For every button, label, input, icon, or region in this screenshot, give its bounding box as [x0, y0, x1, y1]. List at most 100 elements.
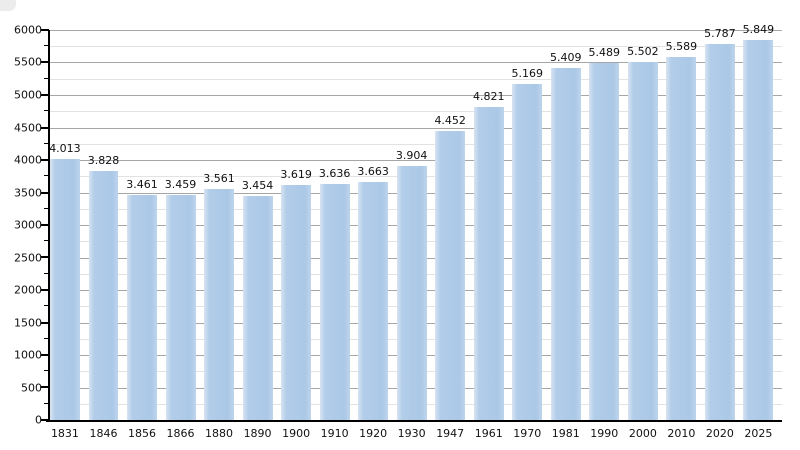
- gridline-major: [50, 127, 782, 129]
- y-tick-label: 4000: [14, 153, 42, 167]
- y-tick-mark: [41, 29, 49, 31]
- y-tick-mark: [44, 337, 49, 339]
- y-axis-line: [48, 30, 50, 422]
- y-tick-mark: [44, 305, 49, 307]
- bar-value-label: 3.904: [395, 149, 428, 163]
- bar-slot: 3.561 1880: [203, 30, 243, 440]
- bar: [550, 68, 581, 420]
- bar: [281, 184, 312, 420]
- x-tick-label: 1866: [166, 427, 195, 440]
- x-tick-label: 1890: [243, 427, 272, 440]
- x-tick-label: 1947: [436, 427, 465, 440]
- x-tick-label: 1880: [205, 427, 234, 440]
- bar-slot: 5.489 1990: [589, 30, 628, 440]
- gridline-major: [50, 30, 782, 31]
- y-tick-mark: [41, 224, 49, 226]
- y-tick-mark: [44, 110, 49, 112]
- x-tick-label: 1920: [359, 427, 388, 440]
- bar: [589, 63, 620, 420]
- x-tick-label: 1831: [50, 427, 79, 440]
- x-tick-label: 1981: [551, 427, 580, 440]
- x-tick-label: 1856: [127, 427, 156, 440]
- y-tick-label: 4500: [14, 121, 42, 134]
- y-tick-mark: [44, 207, 49, 209]
- bar-slot: 3.619 1900: [280, 30, 320, 440]
- x-tick-label: 1970: [513, 427, 542, 440]
- corner-artifact: [0, 0, 16, 11]
- bar-slot: 3.663 1920: [357, 30, 397, 440]
- bar-value-label: 3.459: [164, 178, 197, 192]
- bar-slot: 3.904 1930: [395, 30, 436, 440]
- bar: [358, 181, 389, 420]
- bar-value-label: 5.409: [550, 51, 582, 65]
- y-tick-mark: [41, 288, 49, 291]
- y-tick-mark: [41, 256, 49, 259]
- y-tick-mark: [44, 142, 49, 144]
- bar-slot: 5.409 1981: [550, 30, 590, 440]
- bar-value-label: 5.787: [704, 26, 736, 40]
- y-tick-mark: [41, 386, 49, 389]
- bar-value-label: 5.502: [627, 45, 659, 59]
- y-tick-label: 1500: [14, 316, 42, 329]
- bar: [242, 195, 273, 420]
- y-tick-label: 5500: [14, 55, 42, 69]
- y-tick-mark: [41, 419, 49, 421]
- bar-value-label: 3.636: [318, 166, 351, 180]
- x-tick-label: 2000: [628, 427, 657, 440]
- bar: [666, 56, 697, 420]
- bar: [396, 166, 427, 420]
- bar-slot: 3.461 1856: [126, 30, 166, 440]
- bar: [50, 159, 80, 420]
- bar-slot: 4.821 1961: [472, 30, 513, 440]
- bar-slot: 4.013 1831: [49, 30, 89, 440]
- bar: [704, 43, 735, 420]
- gridline-minor: [50, 143, 782, 145]
- y-tick-label: 0: [35, 413, 42, 427]
- y-tick-mark: [44, 77, 49, 79]
- bar-value-label: 5.849: [742, 22, 775, 36]
- y-tick-mark: [44, 240, 49, 242]
- x-tick-label: 1846: [89, 427, 118, 440]
- bar-slot: 3.636 1910: [318, 30, 359, 440]
- bar-value-label: 4.013: [49, 142, 81, 156]
- bar: [473, 106, 504, 420]
- gridline-minor: [50, 78, 782, 80]
- y-tick-mark: [41, 61, 49, 64]
- bar-value-label: 3.828: [87, 154, 120, 168]
- y-tick-label: 2500: [14, 251, 42, 264]
- bar: [88, 171, 119, 420]
- bar-slot: 5.169 1970: [511, 30, 551, 440]
- bar-slot: 5.502 2000: [627, 30, 667, 440]
- y-tick-label: 500: [21, 381, 42, 394]
- y-tick-label: 3000: [14, 218, 42, 232]
- bar-value-label: 5.169: [511, 67, 544, 81]
- y-tick-label: 6000: [14, 23, 42, 37]
- bar: [435, 130, 466, 420]
- bar-slot: 5.849 2025: [743, 23, 782, 440]
- gridline-minor: [50, 46, 782, 48]
- plot-area: 0 500 1000 1500 2000 2500 3000 3500 4000 4500 5000…: [14, 23, 782, 441]
- y-tick-label: 5000: [14, 88, 42, 102]
- x-axis-line: [46, 420, 782, 422]
- bar-value-label: 3.454: [241, 178, 274, 192]
- y-tick-mark: [44, 175, 49, 177]
- bar-value-label: 4.821: [472, 89, 505, 103]
- x-tick-label: 1900: [282, 427, 311, 440]
- bar: [319, 183, 350, 420]
- y-tick-label: 3500: [14, 186, 42, 199]
- bar-slot: 5.787 2020: [704, 26, 744, 440]
- y-tick-mark: [44, 272, 49, 274]
- y-tick-mark: [44, 45, 49, 47]
- bar-slot: 3.459 1866: [164, 30, 205, 440]
- y-tick-mark: [41, 354, 49, 356]
- bar-value-label: 3.663: [357, 164, 389, 178]
- x-tick-label: 2025: [744, 427, 773, 440]
- y-tick-label: 2000: [14, 283, 42, 297]
- bar-value-label: 3.461: [126, 178, 158, 192]
- y-tick-mark: [41, 191, 49, 194]
- x-tick-label: 1910: [320, 427, 349, 440]
- x-tick-label: 1990: [590, 427, 619, 440]
- bar-slot: 3.828 1846: [87, 30, 128, 440]
- bar-slot: 3.454 1890: [241, 30, 282, 441]
